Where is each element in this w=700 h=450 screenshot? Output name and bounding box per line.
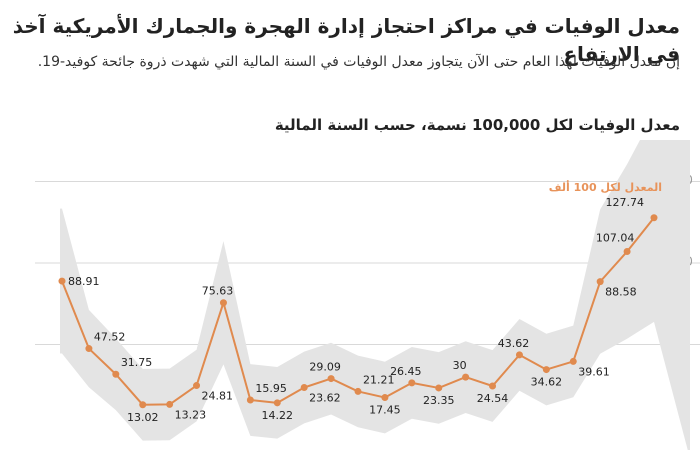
data-point bbox=[300, 383, 308, 391]
label-layer: 88.91 47.52 31.75 13.02 13.23 24.81 75.63 15.95… bbox=[68, 180, 662, 424]
data-label: 24.81 bbox=[202, 390, 234, 403]
data-label: 13.02 bbox=[127, 411, 159, 424]
data-label: 21.21 bbox=[363, 373, 395, 386]
data-label: 107.04 bbox=[596, 232, 635, 245]
data-point bbox=[139, 401, 147, 409]
data-label: 23.35 bbox=[423, 394, 455, 407]
data-label: 39.61 bbox=[578, 365, 610, 378]
data-point bbox=[112, 370, 120, 378]
data-point bbox=[327, 375, 335, 383]
page-subtitle: إن معدل الوفيات لهذا العام حتى الآن يتجا… bbox=[37, 54, 680, 70]
data-label: 75.63 bbox=[202, 285, 234, 298]
data-label: 23.62 bbox=[309, 391, 341, 404]
data-label: 13.23 bbox=[175, 408, 207, 421]
data-point bbox=[462, 373, 470, 381]
confidence-band-layer bbox=[60, 140, 690, 450]
data-point bbox=[354, 387, 362, 395]
data-point bbox=[650, 214, 658, 222]
data-label: 127.74 bbox=[606, 196, 645, 209]
data-label: 88.58 bbox=[605, 286, 637, 299]
data-point bbox=[246, 396, 254, 404]
point-layer bbox=[58, 214, 658, 409]
data-label: 24.54 bbox=[477, 392, 509, 405]
data-label: 31.75 bbox=[121, 356, 152, 369]
data-point bbox=[273, 399, 281, 407]
data-label: 26.45 bbox=[390, 365, 422, 378]
confidence-band bbox=[60, 140, 690, 450]
data-point bbox=[596, 278, 604, 286]
data-label: 15.95 bbox=[255, 382, 287, 395]
data-point bbox=[623, 248, 631, 256]
data-point bbox=[166, 400, 174, 408]
data-point bbox=[515, 351, 523, 359]
data-label: 29.09 bbox=[309, 361, 341, 374]
data-point bbox=[58, 277, 66, 285]
chart-title: معدل الوفيات لكل 100,000 نسمة، حسب السنة… bbox=[274, 116, 680, 134]
data-point bbox=[193, 382, 201, 390]
series-name-label: المعدل لكل 100 ألف bbox=[549, 180, 662, 194]
data-label: 47.52 bbox=[94, 331, 126, 344]
data-point bbox=[85, 345, 93, 353]
data-label: 17.45 bbox=[369, 404, 401, 417]
data-point bbox=[489, 382, 497, 390]
data-point bbox=[408, 379, 416, 387]
data-label: 30 bbox=[453, 359, 467, 372]
data-label: 43.62 bbox=[498, 337, 530, 350]
data-point bbox=[381, 394, 389, 402]
data-point bbox=[219, 299, 227, 307]
data-label: 14.22 bbox=[262, 409, 294, 422]
line-chart: 50100150 88.9147.5231.7513.0213.2324.817… bbox=[35, 140, 700, 450]
data-label: 34.62 bbox=[531, 376, 563, 389]
data-point bbox=[435, 384, 443, 392]
data-point bbox=[542, 366, 550, 374]
data-label: 88.91 bbox=[68, 275, 100, 288]
data-point bbox=[569, 357, 577, 365]
page-title: معدل الوفيات في مراكز احتجاز إدارة الهجر… bbox=[12, 14, 680, 66]
